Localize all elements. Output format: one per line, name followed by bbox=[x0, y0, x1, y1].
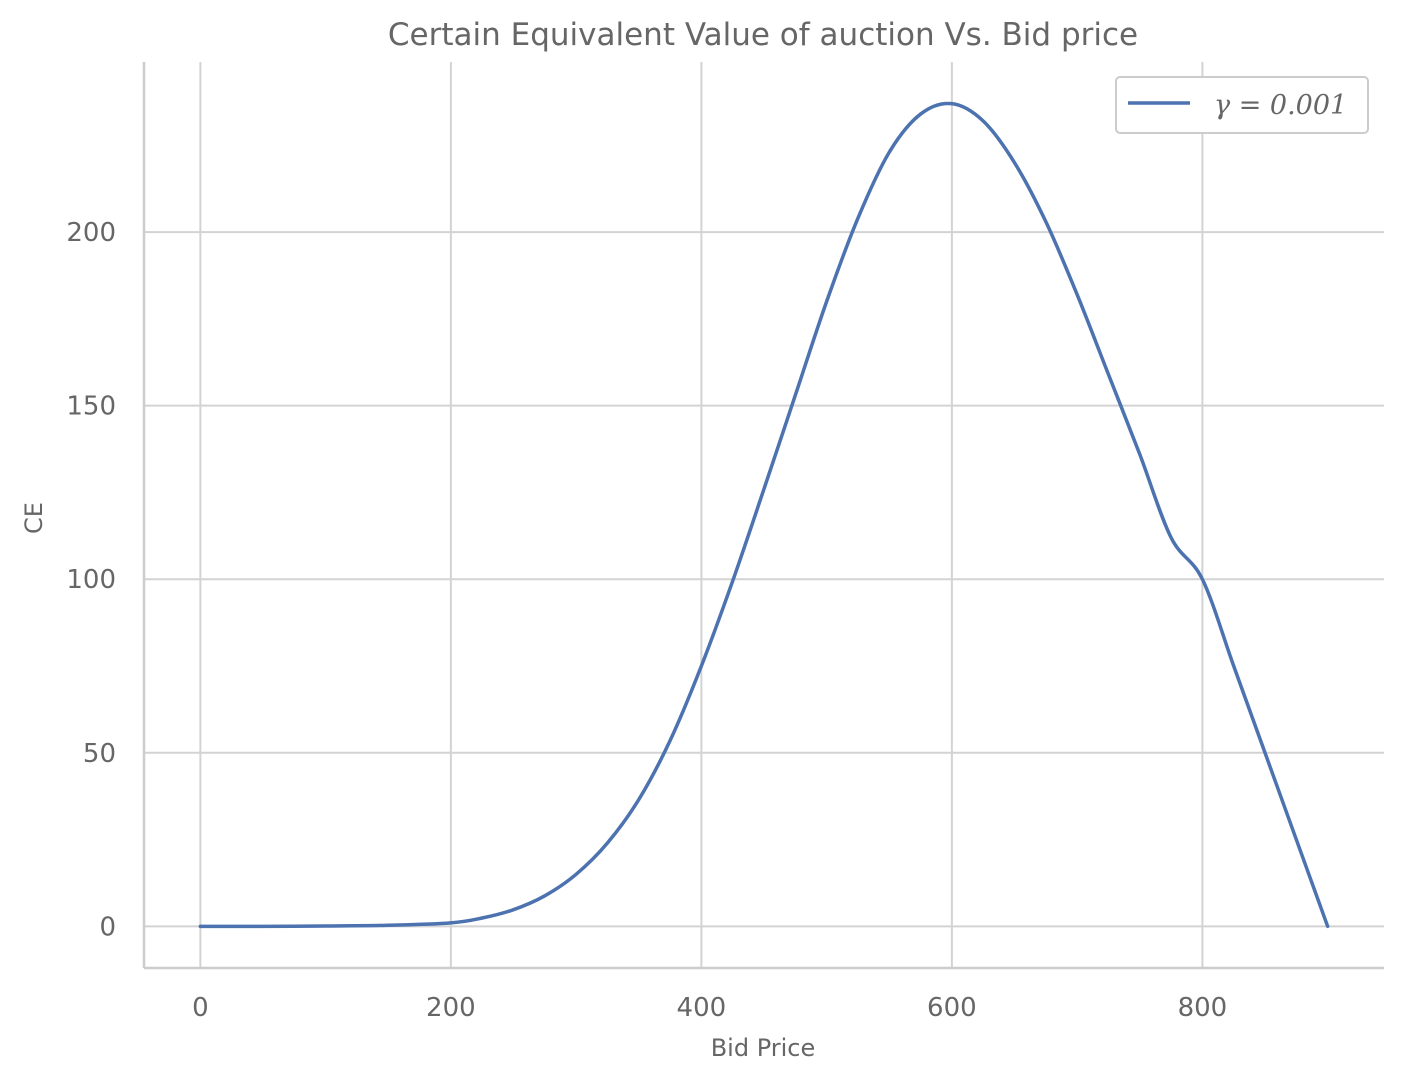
x-tick-label: 600 bbox=[927, 993, 977, 1023]
axes-spines bbox=[142, 62, 1384, 970]
tick-labels: 0 200 400 600 800 0 50 100 150 200 bbox=[66, 218, 1227, 1023]
y-tick-label: 150 bbox=[66, 392, 116, 422]
y-tick-label: 100 bbox=[66, 565, 116, 595]
plot-area bbox=[198, 101, 1330, 929]
x-tick-label: 0 bbox=[192, 993, 209, 1023]
series-line-0 bbox=[198, 101, 1330, 929]
legend: γ = 0.001 bbox=[1115, 76, 1369, 134]
y-tick-label: 200 bbox=[66, 218, 116, 248]
legend-entry-label: γ = 0.001 bbox=[1214, 90, 1347, 121]
x-tick-label: 400 bbox=[677, 993, 727, 1023]
y-tick-label: 50 bbox=[83, 739, 116, 769]
x-tick-label: 200 bbox=[426, 993, 476, 1023]
legend-frame bbox=[1115, 76, 1369, 134]
x-axis-label: Bid Price bbox=[711, 1034, 816, 1062]
y-tick-label: 0 bbox=[99, 912, 116, 942]
chart-title: Certain Equivalent Value of auction Vs. … bbox=[388, 17, 1138, 53]
grid bbox=[144, 62, 1384, 968]
y-axis-label: CE bbox=[20, 502, 48, 534]
x-tick-label: 800 bbox=[1178, 993, 1228, 1023]
